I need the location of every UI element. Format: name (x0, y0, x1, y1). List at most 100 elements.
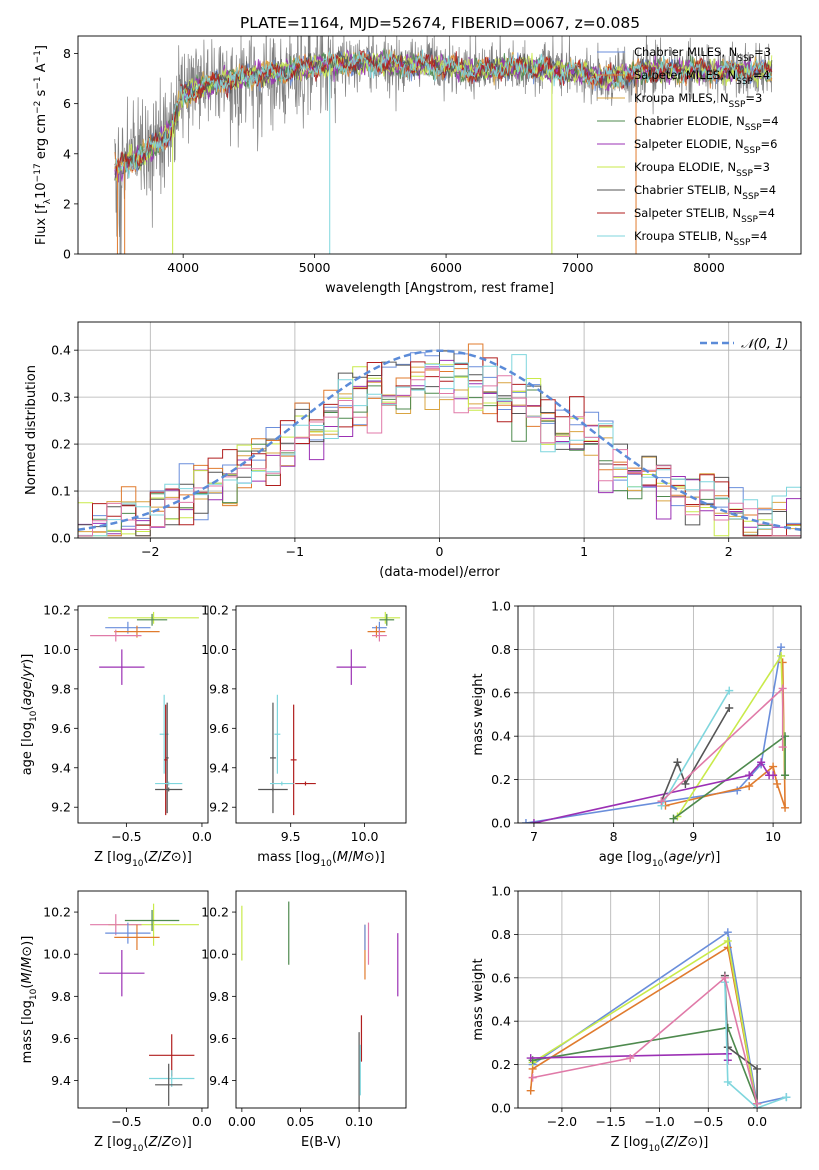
label-part: Z [log (611, 1135, 649, 1150)
weight-line (673, 734, 786, 820)
y-axis-label: mass [log10(M/M⊙)] (20, 936, 39, 1064)
z_weight-plot-area (526, 928, 791, 1108)
label-part: mass weight (471, 958, 486, 1040)
label-part: ( (144, 1135, 149, 1150)
x-tick-label: 2 (725, 544, 733, 559)
z_mass-panel: −0.5 0.09.49.69.810.010.2Z [log10(Z/Z⊙)]m… (20, 890, 212, 1154)
label-part: SSP (742, 192, 759, 202)
label-part: ( (20, 984, 35, 989)
ebv_mass-panel: 0.00 0.05 0.10 9.4 9.6 9.8 10.0 10.2 E(B-V) (201, 890, 407, 1150)
label-part: )] (182, 850, 192, 865)
legend-entry: Kroupa MILES, NSSP=3 (597, 91, 762, 110)
x-tick-label: −0.5 (693, 1114, 723, 1129)
label-part: SSP (741, 215, 758, 225)
weight-marker (725, 686, 734, 695)
legend-entry: Chabrier ELODIE, NSSP=4 (597, 114, 779, 133)
weight-marker (526, 1086, 535, 1095)
legend-label: Chabrier STELIB, NSSP=4 (634, 183, 776, 202)
label-part: 10 (29, 710, 39, 722)
y-tick-label: 9.8 (51, 989, 71, 1004)
y-tick-label: 9.6 (209, 721, 229, 736)
x-axis-label: age [log10(age/yr)] (599, 850, 721, 869)
axes-frame (77, 605, 209, 824)
legend-label: Salpeter ELODIE, NSSP=6 (634, 137, 777, 156)
label-part: Z [log (94, 1135, 132, 1150)
y-tick-label: 9.4 (51, 1073, 71, 1088)
y-tick-label: 0.0 (51, 531, 71, 546)
x-tick-label: 0.00 (228, 1114, 256, 1129)
ebv_mass-plot-area (241, 901, 399, 1108)
weight-marker (778, 658, 787, 667)
residuals-plot-area (78, 343, 801, 537)
x-tick-label: 9 (689, 829, 697, 844)
x-tick-label: 0.0 (747, 1114, 767, 1129)
label-part: Salpeter STELIB, N (634, 206, 741, 220)
label-part: A (34, 63, 49, 76)
x-tick-label: −2 (141, 544, 159, 559)
weight-line (532, 1026, 758, 1104)
label-part: 10 (34, 182, 49, 199)
label-part: Z (148, 850, 159, 865)
label-part: )] (20, 654, 35, 664)
label-part: Z (677, 1135, 688, 1150)
y-tick-label: 10.0 (201, 642, 229, 657)
label-part: −2 (33, 101, 43, 114)
weight-marker (669, 814, 678, 823)
y-tick-label: 1.0 (491, 599, 511, 614)
axes-frame (77, 35, 802, 255)
label-part: Chabrier MILES, N (634, 45, 737, 59)
weight-line (532, 939, 758, 1108)
errorbar-point (149, 1070, 195, 1087)
weight-marker (657, 797, 666, 806)
x-tick-label: 6000 (430, 260, 462, 275)
weight-marker (782, 1093, 791, 1102)
weight-marker (521, 819, 530, 823)
label-part: ⊙ (687, 1135, 698, 1150)
errorbar-point (90, 629, 142, 642)
label-part: ( (20, 706, 35, 711)
label-part: =4 (758, 206, 775, 220)
legend-entry: Chabrier MILES, NSSP=3 (597, 45, 771, 64)
spectrum-plot-area (114, 36, 773, 254)
label-part: mass weight (471, 673, 486, 755)
label-part: ( (660, 1135, 665, 1150)
y-tick-label: 0.2 (491, 1057, 511, 1072)
errorbar-point (149, 1034, 195, 1077)
label-part: =3 (745, 91, 762, 105)
spectrum-model-line (114, 49, 773, 179)
x-tick-label: 10.0 (351, 829, 379, 844)
errorbar-point (124, 909, 180, 932)
weight-marker (723, 936, 732, 945)
label-part: Chabrier STELIB, N (634, 183, 742, 197)
label-part: (data-model)/error (379, 565, 500, 580)
x-tick-label: −0.5 (111, 1114, 141, 1129)
y-tick-label: 0.2 (491, 772, 511, 787)
x-tick-label: 7000 (562, 260, 594, 275)
y-tick-label: 4 (63, 146, 71, 161)
x-axis-label: Z [log10(Z/Z⊙)] (94, 850, 192, 869)
label-part: Z [log (94, 850, 132, 865)
label-part: −17 (33, 163, 43, 182)
y-tick-label: 10.2 (201, 905, 229, 920)
label-part: Kroupa STELIB, N (634, 229, 734, 243)
label-part: M (20, 957, 35, 968)
residuals-panel: −2 −1 0 1 2 0.0 0.1 0.2 0.3 0.4 (data-model)/error… (24, 321, 802, 580)
y-axis-label: Normed distribution (24, 365, 39, 495)
errorbar-point (136, 613, 168, 626)
axes-frame (235, 890, 407, 1109)
y-tick-label: 0.0 (491, 1101, 511, 1116)
errorbar-point (258, 787, 288, 792)
errorbar-point (164, 704, 168, 816)
legend-label: Kroupa MILES, NSSP=3 (634, 91, 762, 110)
weight-series (657, 684, 787, 806)
label-part: )] (698, 1135, 708, 1150)
z_mass-plot-area (90, 903, 199, 1106)
label-part: s (34, 89, 49, 100)
weight-marker (723, 1043, 732, 1052)
label-part: SSP (737, 54, 754, 64)
weight-marker (526, 1054, 535, 1063)
axes-frame (517, 890, 802, 1109)
label-part: SSP (729, 100, 746, 110)
figure-title: PLATE=1164, MJD=52674, FIBERID=0067, z=0… (240, 14, 640, 32)
